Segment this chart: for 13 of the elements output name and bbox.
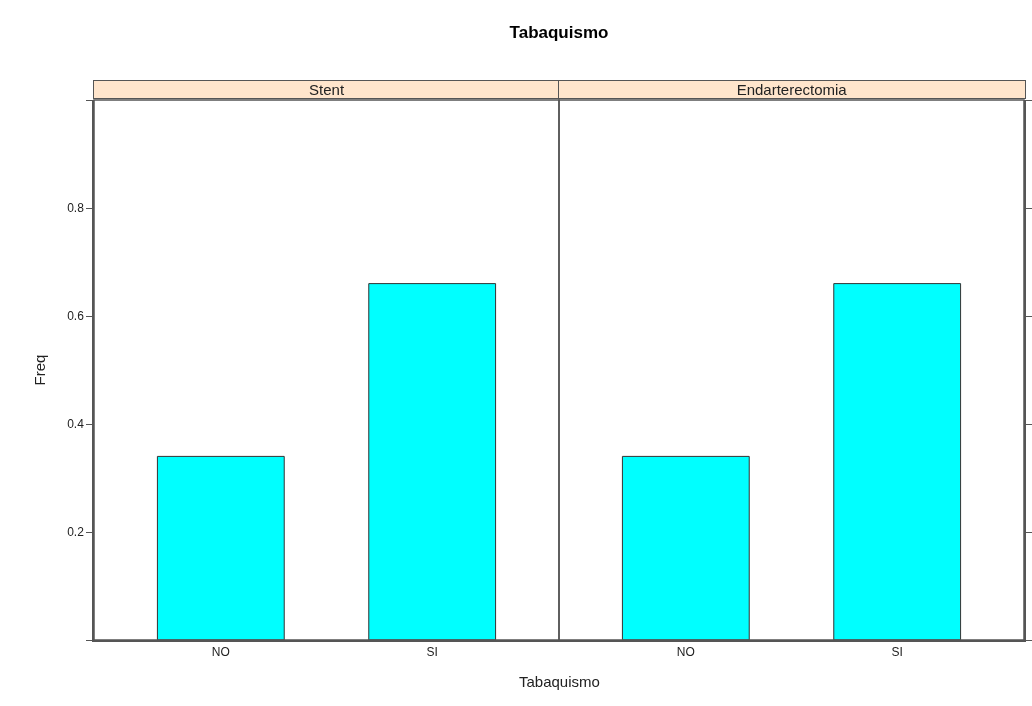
chart-subtitle: Endarterectomia bbox=[736, 81, 848, 98]
x-tick-label: NO bbox=[676, 645, 695, 660]
y-tick-label: 0.2 bbox=[67, 525, 85, 540]
x-tick-label: NO bbox=[211, 645, 230, 660]
chart-title: Tabaquismo bbox=[509, 22, 609, 42]
y-tick-label: 0.6 bbox=[67, 309, 85, 324]
x-tick-label: SI bbox=[891, 645, 903, 660]
x-tick-label: SI bbox=[426, 645, 438, 660]
chart-subtitle: Stent bbox=[309, 81, 345, 98]
y-tick-label: 0.4 bbox=[67, 417, 85, 432]
y-tick-label: 0.8 bbox=[67, 201, 85, 216]
y-axis-title: Freq bbox=[30, 354, 48, 386]
x-axis-title: Tabaquismo bbox=[519, 673, 600, 690]
